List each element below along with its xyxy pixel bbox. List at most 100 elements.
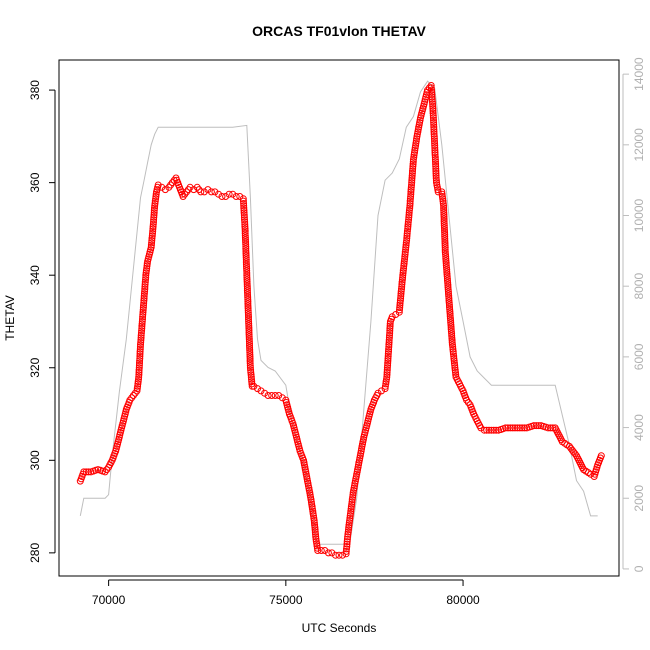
x-axis-label: UTC Seconds [302, 621, 377, 635]
data-point [142, 274, 150, 281]
data-point [242, 247, 250, 255]
data-point [384, 352, 392, 360]
data-point [411, 149, 418, 157]
data-point [452, 368, 459, 376]
data-point [243, 284, 251, 292]
data-point [242, 254, 250, 262]
data-point [441, 226, 448, 234]
data-point [403, 234, 411, 242]
data-point [143, 260, 151, 268]
data-point [431, 156, 439, 163]
data-point [348, 496, 356, 504]
data-point [445, 297, 453, 304]
data-point [409, 158, 417, 166]
data-point [246, 344, 254, 352]
data-point [447, 321, 455, 329]
data-point [448, 330, 456, 338]
data-point [513, 424, 521, 432]
data-point [137, 336, 145, 344]
data-point [440, 222, 448, 230]
data-point [441, 244, 449, 252]
data-point [139, 306, 147, 314]
data-point [439, 197, 447, 205]
data-point [383, 368, 391, 376]
data-point [149, 227, 157, 235]
data-point [441, 235, 449, 243]
data-point [446, 305, 454, 313]
data-point [245, 318, 253, 325]
data-point [137, 338, 145, 346]
data-point [429, 114, 437, 122]
data-point [398, 280, 406, 288]
data-point [449, 348, 457, 356]
data-point [441, 228, 449, 236]
data-point [344, 530, 352, 538]
data-point [308, 503, 316, 511]
data-point [135, 366, 143, 374]
data-point [406, 200, 414, 207]
plot-frame [58, 59, 620, 577]
data-point [257, 387, 265, 395]
data-point [268, 392, 276, 399]
data-point [82, 468, 90, 476]
data-point [242, 243, 250, 250]
data-point [409, 165, 417, 173]
data-point [347, 503, 355, 511]
data-point [448, 332, 456, 340]
data-point [243, 276, 251, 284]
data-point [311, 521, 319, 529]
data-point [243, 269, 251, 277]
data-point [347, 505, 355, 513]
data-point [447, 316, 455, 324]
data-point [241, 234, 249, 242]
data-point [432, 167, 440, 175]
data-point [428, 91, 436, 99]
data-point [385, 341, 393, 349]
data-point [313, 540, 321, 548]
data-point [242, 240, 250, 248]
data-point [445, 301, 453, 309]
data-point [438, 190, 446, 198]
data-point [240, 209, 248, 217]
data-point [407, 183, 415, 191]
data-point [244, 289, 251, 297]
data-point [183, 188, 191, 196]
data-point [449, 345, 457, 353]
data-point [440, 208, 448, 216]
data-point [447, 327, 455, 335]
data-point [161, 186, 169, 194]
y-tick-label: 280 [28, 543, 42, 563]
data-point [442, 255, 450, 263]
data-point [343, 543, 351, 550]
data-point [152, 193, 160, 200]
data-point [343, 540, 351, 548]
data-point [254, 385, 261, 393]
data-point [136, 350, 144, 358]
data-point [549, 424, 557, 432]
data-point [307, 496, 315, 504]
data-point [142, 276, 149, 284]
data-point [400, 257, 408, 265]
data-point [141, 283, 149, 291]
data-point [244, 291, 252, 299]
data-point [447, 323, 455, 331]
data-point [406, 204, 414, 212]
data-point [129, 392, 137, 399]
data-point [448, 341, 456, 349]
data-point [412, 142, 420, 150]
data-point [147, 243, 155, 251]
data-point [443, 266, 451, 274]
data-point [148, 239, 156, 247]
data-point [141, 280, 149, 288]
data-point [386, 324, 394, 332]
data-point [405, 216, 413, 224]
data-point [444, 277, 451, 285]
data-point [307, 498, 315, 506]
data-point [242, 249, 250, 257]
data-point [245, 335, 253, 343]
data-point [140, 299, 148, 307]
y2-tick-label: 6000 [632, 343, 646, 370]
data-point [441, 233, 449, 241]
data-point [239, 197, 247, 205]
data-point [244, 302, 252, 310]
